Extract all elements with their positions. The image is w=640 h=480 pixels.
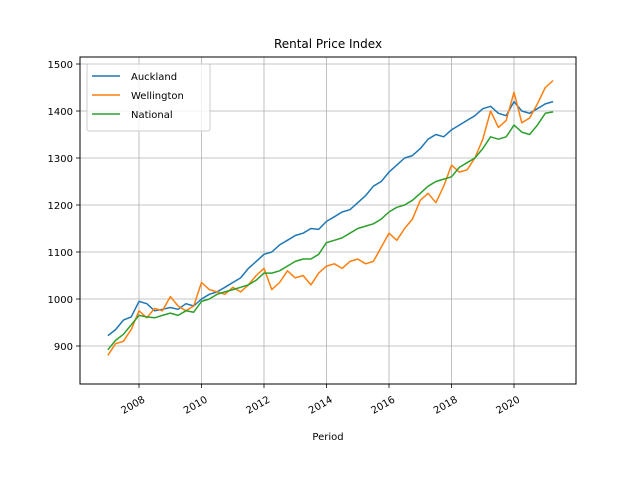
y-tick-label: 1500 <box>48 60 73 71</box>
series-line-wellington <box>107 79 554 356</box>
legend-label-national: National <box>131 110 173 121</box>
x-axis-label: Period <box>312 432 343 443</box>
y-tick-label: 1100 <box>48 248 73 259</box>
series-line-national <box>107 111 554 351</box>
series-lines <box>107 79 554 356</box>
y-tick-label: 900 <box>54 342 73 353</box>
series-line-auckland <box>107 100 554 337</box>
grid <box>80 57 576 384</box>
axes-frame <box>79 56 577 385</box>
chart-title: Rental Price Index <box>274 37 382 51</box>
y-tick-label: 1400 <box>48 107 73 118</box>
legend-label-auckland: Auckland <box>131 72 177 83</box>
y-axis: 900 1000 1100 1200 1300 1400 1500 <box>48 60 80 353</box>
y-tick-label: 1300 <box>48 154 73 165</box>
y-tick-label: 1200 <box>48 201 73 212</box>
y-tick-label: 1000 <box>48 295 73 306</box>
legend-label-wellington: Wellington <box>131 91 184 102</box>
legend: Auckland Wellington National <box>86 63 211 132</box>
